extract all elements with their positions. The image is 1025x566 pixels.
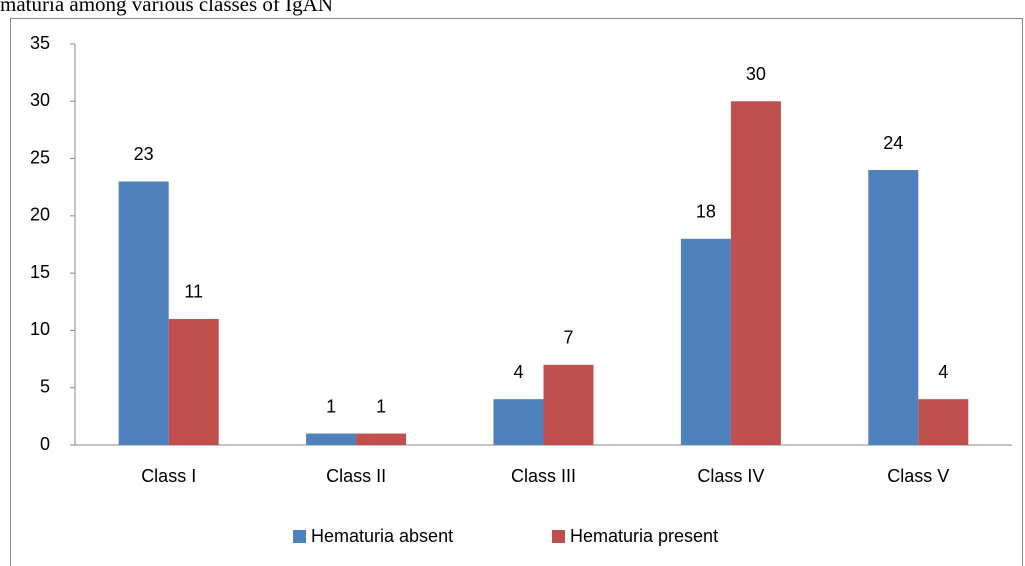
data-label: 1 <box>376 396 386 416</box>
bar <box>868 170 919 445</box>
legend-label: Hematuria present <box>570 526 718 546</box>
bar <box>918 399 969 445</box>
bar <box>730 101 781 446</box>
data-label: 23 <box>134 144 154 164</box>
x-tick-label: Class IV <box>697 466 764 486</box>
bar <box>118 181 169 445</box>
data-label: 4 <box>513 362 523 382</box>
y-tick-label: 0 <box>40 434 50 454</box>
bar <box>680 238 731 445</box>
bar <box>543 364 594 445</box>
y-tick-label: 35 <box>30 33 50 53</box>
y-tick-label: 15 <box>30 262 50 282</box>
chart-border <box>10 18 1023 566</box>
data-label: 1 <box>326 396 336 416</box>
legend-label: Hematuria absent <box>311 526 453 546</box>
data-label: 11 <box>184 282 203 302</box>
legend-swatch <box>293 530 306 543</box>
bar <box>306 433 357 445</box>
data-label: 24 <box>883 133 903 153</box>
y-tick-label: 10 <box>30 319 50 339</box>
x-tick-label: Class V <box>887 466 949 486</box>
data-label: 18 <box>696 202 716 222</box>
y-tick-label: 25 <box>30 147 50 167</box>
y-tick-label: 20 <box>30 205 50 225</box>
x-tick-label: Class I <box>141 466 196 486</box>
bar <box>356 433 407 445</box>
x-tick-label: Class II <box>326 466 386 486</box>
y-tick-label: 5 <box>40 376 50 396</box>
y-tick-label: 30 <box>30 90 50 110</box>
bar <box>168 318 219 445</box>
data-label: 4 <box>938 362 948 382</box>
bar <box>493 399 544 445</box>
data-label: 30 <box>746 64 766 84</box>
legend-swatch <box>552 530 565 543</box>
data-label: 7 <box>563 328 573 348</box>
chart-title: maturia among various classes of IgAN <box>0 0 333 16</box>
x-tick-label: Class III <box>511 466 576 486</box>
